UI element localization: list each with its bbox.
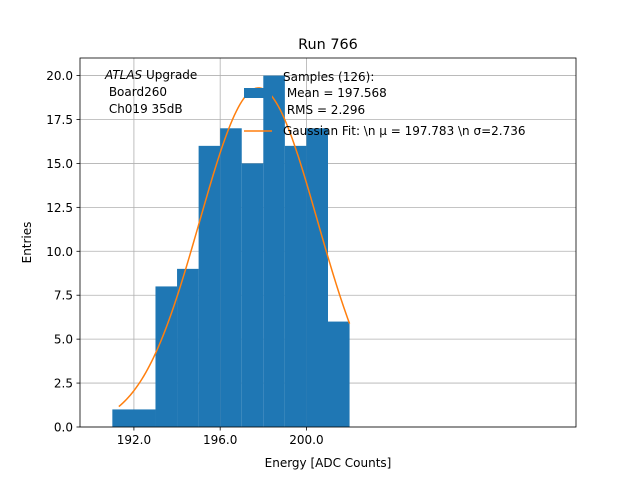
x-axis-ticks: 192.0 196.0 200.0 xyxy=(117,427,324,447)
histogram-bar xyxy=(177,268,199,427)
y-tick-label: 0.0 xyxy=(54,421,73,435)
x-tick-label: 200.0 xyxy=(289,433,323,447)
histogram-bar xyxy=(328,321,350,427)
histogram-bar xyxy=(155,286,178,427)
histogram-bar xyxy=(263,75,285,428)
y-tick-label: 20.0 xyxy=(46,69,73,83)
y-axis-label: Entries xyxy=(20,222,34,264)
chart-title: Run 766 xyxy=(298,37,358,53)
histogram-bar xyxy=(306,128,328,428)
board-label: Board260 xyxy=(105,85,167,99)
channel-label: Ch019 35dB xyxy=(105,102,183,116)
histogram-bar xyxy=(220,128,242,428)
gaussian-fit xyxy=(118,87,351,408)
y-tick-label: 10.0 xyxy=(46,245,73,259)
x-axis-label: Energy [ADC Counts] xyxy=(265,456,392,470)
legend-fit-label: Gaussian Fit: \n μ = 197.783 \n σ=2.736 xyxy=(283,124,526,138)
y-tick-label: 17.5 xyxy=(46,113,73,127)
y-tick-label: 2.5 xyxy=(54,377,73,391)
atlas-annotation: ATLAS Upgrade Board260 Ch019 35dB xyxy=(104,68,197,116)
x-tick-label: 196.0 xyxy=(203,433,237,447)
legend: Samples (126): Mean = 197.568 RMS = 2.29… xyxy=(244,70,526,138)
svg-text:ATLAS Upgrade: ATLAS Upgrade xyxy=(104,68,197,82)
histogram-bar xyxy=(284,145,307,427)
y-tick-label: 5.0 xyxy=(54,333,73,347)
y-tick-label: 12.5 xyxy=(46,201,73,215)
legend-samples-line-2: Mean = 197.568 xyxy=(283,86,387,100)
legend-samples-swatch xyxy=(244,88,272,98)
y-tick-label: 7.5 xyxy=(54,289,73,303)
x-tick-label: 192.0 xyxy=(117,433,151,447)
y-tick-label: 15.0 xyxy=(46,157,73,171)
fit-curve xyxy=(118,87,351,408)
histogram-bar xyxy=(112,409,156,427)
plot-frame xyxy=(79,57,577,428)
histogram-bar xyxy=(198,145,221,427)
y-axis-ticks: 0.0 2.5 5.0 7.5 10.0 12.5 15.0 17.5 20.0 xyxy=(46,69,80,435)
legend-samples-line-1: Samples (126): xyxy=(283,70,374,84)
histogram-bar xyxy=(241,163,264,427)
upgrade-label: Upgrade xyxy=(142,68,197,82)
legend-samples-line-3: RMS = 2.296 xyxy=(283,103,365,117)
atlas-label: ATLAS xyxy=(104,68,143,82)
